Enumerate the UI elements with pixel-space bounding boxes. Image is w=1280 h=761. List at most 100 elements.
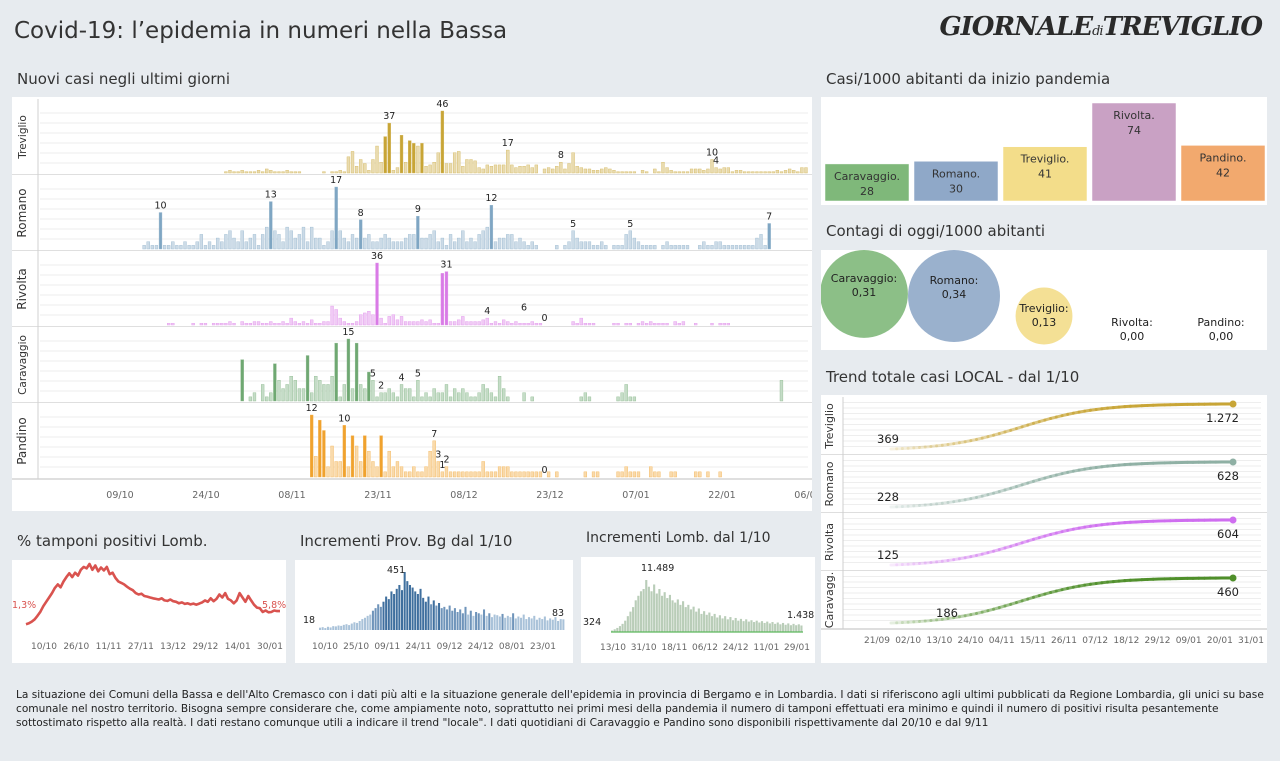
x-tick-label: 25/10 xyxy=(343,642,369,652)
bar-treviglio xyxy=(698,168,702,174)
bar-caravaggio xyxy=(412,396,416,402)
bar-romano xyxy=(440,237,445,250)
bar-pandino xyxy=(583,471,588,478)
bar-rivolta xyxy=(530,321,534,326)
trend-line-treviglio xyxy=(923,444,933,449)
bar-romano xyxy=(583,241,588,250)
bar-romano xyxy=(387,237,391,250)
lomb-bar xyxy=(705,614,708,632)
bar-treviglio xyxy=(673,171,677,174)
bar-caravaggio xyxy=(452,388,457,402)
bar-pandino xyxy=(538,471,543,478)
trend-line-rivolta xyxy=(923,560,933,565)
bg-bar xyxy=(535,619,538,630)
bg-bar xyxy=(398,584,401,630)
bar-caravaggio xyxy=(240,359,244,402)
bar-pandino xyxy=(673,471,677,478)
bar-caravaggio xyxy=(301,388,306,402)
x-tick-label: 20/01 xyxy=(1207,636,1233,646)
trend-line-romano xyxy=(946,500,956,505)
bar-romano xyxy=(747,245,751,250)
bar-pandino xyxy=(526,471,530,478)
row-bg-caravaggio xyxy=(12,327,812,403)
bar-rivolta xyxy=(640,321,645,326)
bar-rivolta xyxy=(375,262,379,326)
bar-romano xyxy=(461,230,465,250)
bar-romano xyxy=(477,234,481,250)
bar-romano xyxy=(285,226,289,250)
bg-bar xyxy=(374,608,377,630)
x-tick-label: 09/01 xyxy=(1176,636,1202,646)
lomb-bar xyxy=(718,615,721,632)
bar-romano xyxy=(640,245,645,250)
bg-bar xyxy=(427,596,430,630)
bar-caravaggio xyxy=(522,392,526,402)
bar-treviglio xyxy=(722,167,726,174)
bar-treviglio xyxy=(563,168,567,174)
bar-pandino xyxy=(477,471,481,478)
bar-rivolta xyxy=(420,319,424,326)
bar-rivolta xyxy=(571,321,575,326)
bar-pandino xyxy=(534,471,538,478)
bar-romano xyxy=(277,234,281,250)
bar-romano xyxy=(636,241,641,250)
bar-treviglio xyxy=(604,167,608,174)
bar-caravaggio xyxy=(502,388,506,402)
bar-pandino xyxy=(649,466,653,478)
bar-category-label: Treviglio. xyxy=(1020,153,1070,166)
bar-romano xyxy=(338,230,342,250)
trend-line-caravagg. xyxy=(946,616,956,621)
bar-treviglio xyxy=(416,145,420,174)
bar-romano xyxy=(600,241,604,250)
bar-romano xyxy=(644,245,649,250)
bar-rivolta xyxy=(722,323,726,326)
bar-romano xyxy=(375,241,379,250)
trend-line-romano xyxy=(986,491,996,497)
bar-pandino xyxy=(436,461,440,478)
bar-romano xyxy=(452,241,457,250)
bg-bar xyxy=(504,617,507,630)
bg-bar xyxy=(430,604,433,630)
bubble-label: Treviglio: xyxy=(1018,302,1068,315)
lomb-bar xyxy=(753,622,756,632)
bar-caravaggio xyxy=(371,380,375,402)
bar-caravaggio xyxy=(359,384,363,402)
bg-bar xyxy=(557,620,560,630)
section-title-incr-lomb: Incrementi Lomb. dal 1/10 xyxy=(586,530,771,546)
bar-pandino xyxy=(694,471,698,478)
trend-end-label: 628 xyxy=(1217,469,1239,483)
x-tick-label: 04/11 xyxy=(989,636,1015,646)
bar-treviglio xyxy=(236,171,240,174)
bar-treviglio xyxy=(391,170,396,174)
x-tick-label: 29/12 xyxy=(192,642,218,652)
bar-value-label: 74 xyxy=(1127,124,1141,137)
bar-pandino xyxy=(624,466,628,478)
bg-bar xyxy=(414,591,417,630)
lomb-bar xyxy=(663,592,666,632)
bg-bar xyxy=(483,609,486,630)
bar-treviglio xyxy=(285,170,289,174)
bg-bar xyxy=(527,617,531,630)
bar-rivolta xyxy=(383,323,387,326)
bar-rivolta xyxy=(726,323,730,326)
bar-treviglio xyxy=(232,171,236,174)
lomb-bar xyxy=(792,623,795,632)
bar-treviglio xyxy=(273,171,277,174)
bar-treviglio xyxy=(702,170,706,174)
bar-caravaggio xyxy=(322,384,326,402)
value-label: 5 xyxy=(370,368,376,379)
bar-treviglio xyxy=(718,168,722,174)
bar-rivolta xyxy=(395,319,400,326)
bg-bar xyxy=(514,618,517,630)
bar-caravaggio xyxy=(277,380,281,402)
bar-romano xyxy=(179,245,183,250)
lomb-bar xyxy=(637,595,640,632)
lomb-bar xyxy=(734,617,737,632)
bar-caravaggio xyxy=(824,163,910,202)
lomb-bar xyxy=(760,621,764,632)
trend-line-caravagg. xyxy=(935,617,944,622)
bar-treviglio xyxy=(395,167,400,174)
lomb-bar xyxy=(653,584,656,632)
bar-romano xyxy=(718,241,722,250)
bar-rivolta xyxy=(461,316,465,326)
